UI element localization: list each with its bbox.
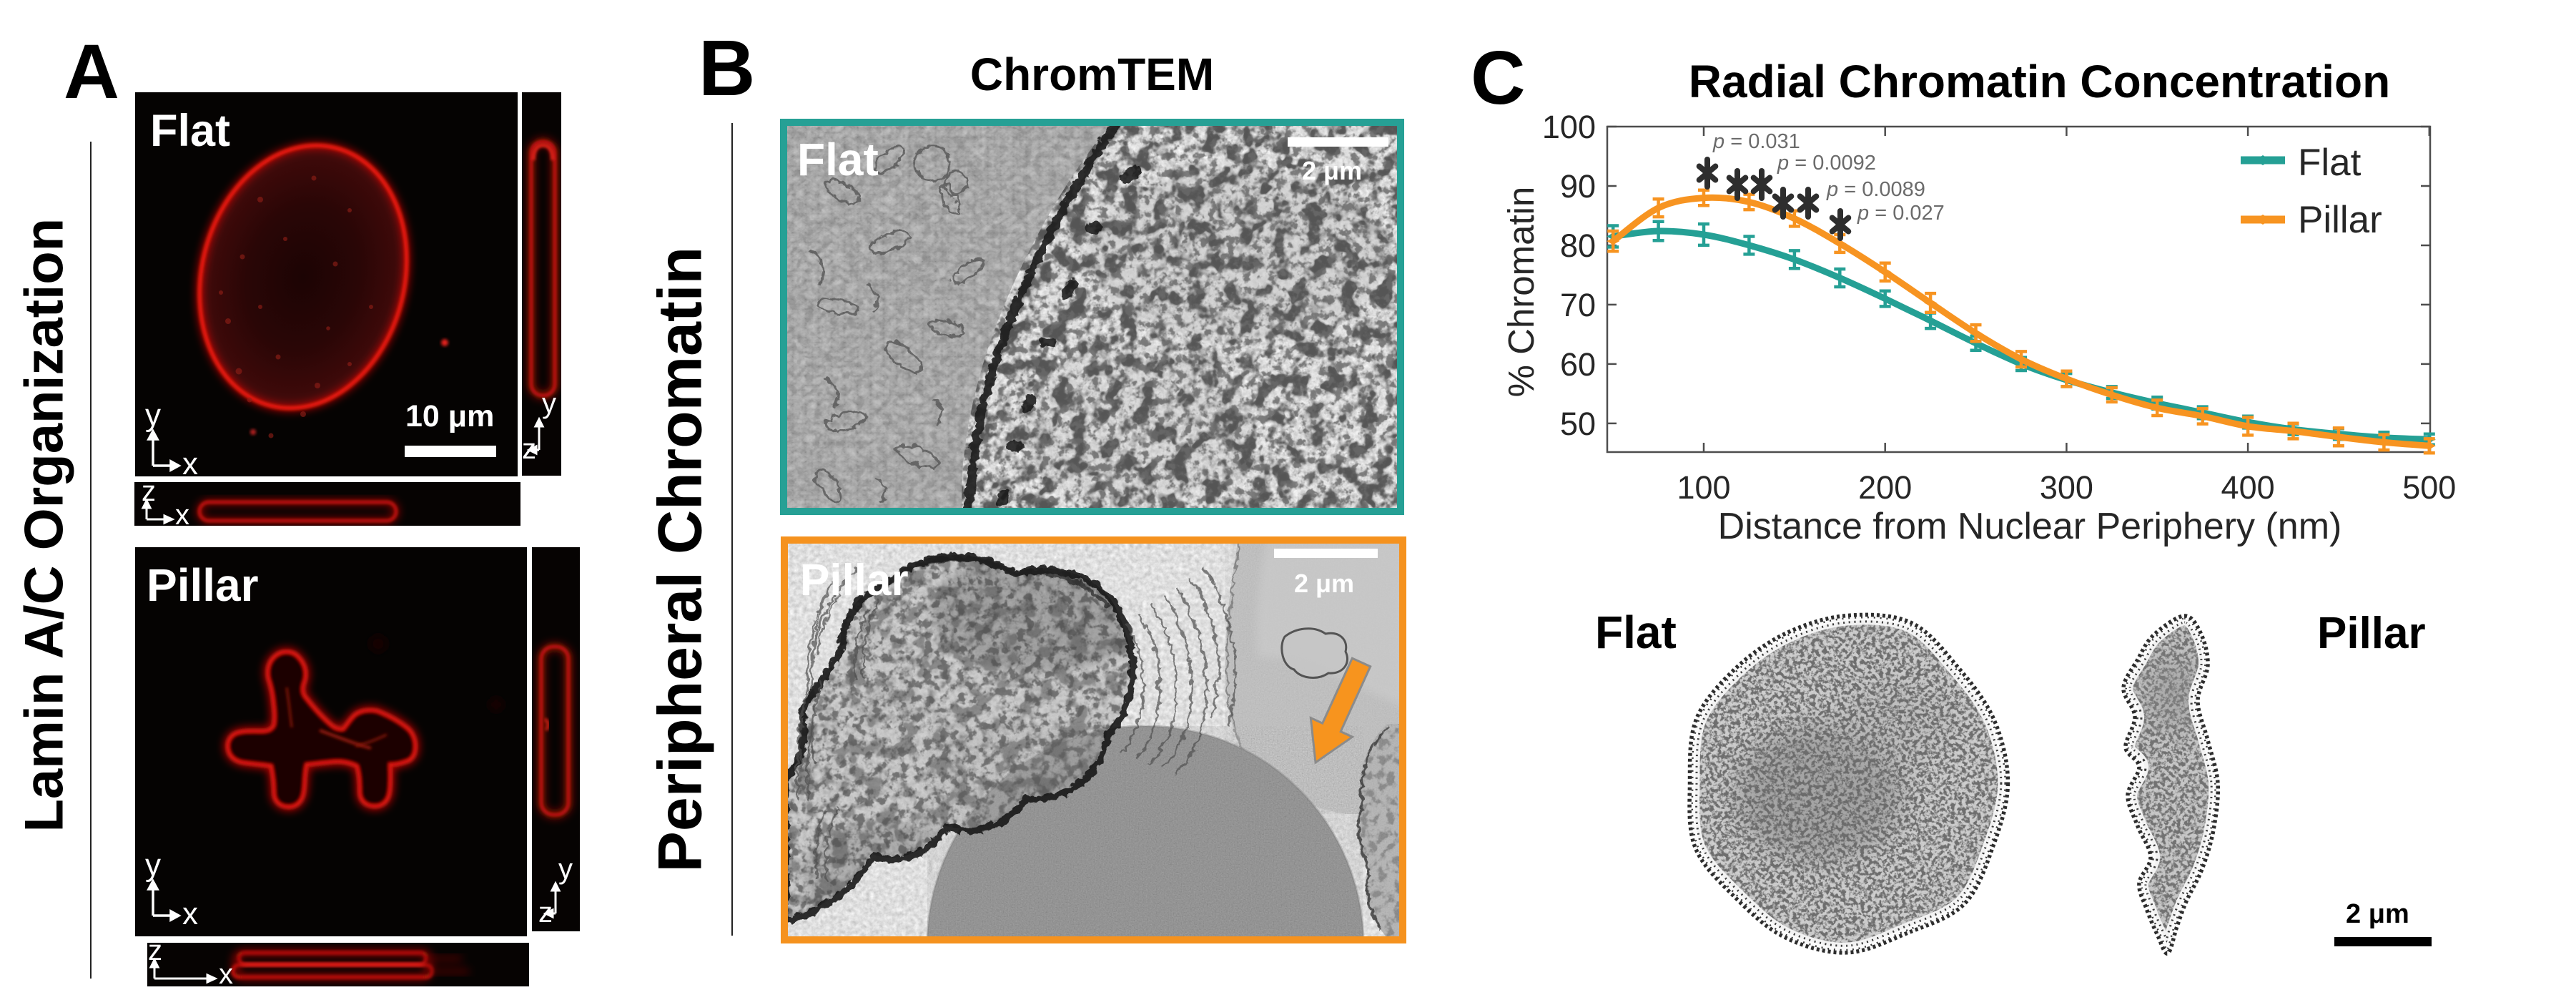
svg-text:x: x [182, 896, 198, 931]
svg-text:2 μm: 2 μm [2346, 899, 2409, 929]
svg-text:Pillar: Pillar [2298, 199, 2382, 241]
svg-text:90: 90 [1560, 168, 1596, 205]
svg-text:p = 0.027: p = 0.027 [1857, 202, 1945, 225]
svg-text:Pillar: Pillar [147, 559, 259, 611]
svg-text:200: 200 [1858, 469, 1912, 506]
svg-text:Flat: Flat [2298, 142, 2362, 184]
svg-text:100: 100 [1542, 109, 1596, 145]
svg-text:z: z [538, 897, 553, 928]
svg-text:100: 100 [1677, 469, 1730, 506]
svg-text:x: x [219, 959, 233, 986]
svg-text:p = 0.031: p = 0.031 [1712, 130, 1800, 153]
svg-text:50: 50 [1560, 406, 1596, 442]
svg-text:Distance from Nuclear Peripher: Distance from Nuclear Periphery (nm) [1718, 506, 2342, 547]
svg-text:p = 0.0092: p = 0.0092 [1777, 152, 1876, 175]
svg-text:z: z [522, 433, 536, 465]
svg-text:10 μm: 10 μm [405, 399, 494, 433]
svg-text:p = 0.0089: p = 0.0089 [1826, 178, 1925, 201]
svg-text:Pillar: Pillar [2317, 609, 2426, 658]
svg-text:y: y [145, 398, 161, 433]
svg-text:400: 400 [2221, 469, 2275, 506]
svg-text:Flat: Flat [1595, 607, 1677, 658]
svg-text:Flat: Flat [150, 106, 230, 156]
svg-text:70: 70 [1560, 287, 1596, 323]
svg-text:300: 300 [2040, 469, 2093, 506]
svg-text:500: 500 [2402, 469, 2456, 506]
svg-text:z: z [142, 482, 156, 507]
svg-text:2 μm: 2 μm [1294, 569, 1354, 598]
svg-text:z: z [148, 943, 162, 966]
svg-text:Flat: Flat [797, 134, 879, 185]
svg-text:2 μm: 2 μm [1302, 156, 1362, 185]
svg-text:% Chromatin: % Chromatin [1501, 187, 1541, 398]
svg-text:Pillar: Pillar [800, 556, 909, 605]
svg-text:y: y [558, 853, 573, 885]
svg-text:x: x [175, 499, 189, 526]
svg-text:80: 80 [1560, 227, 1596, 264]
svg-text:y: y [145, 848, 161, 883]
svg-text:60: 60 [1560, 346, 1596, 383]
svg-text:y: y [542, 388, 556, 419]
svg-text:x: x [182, 446, 198, 476]
